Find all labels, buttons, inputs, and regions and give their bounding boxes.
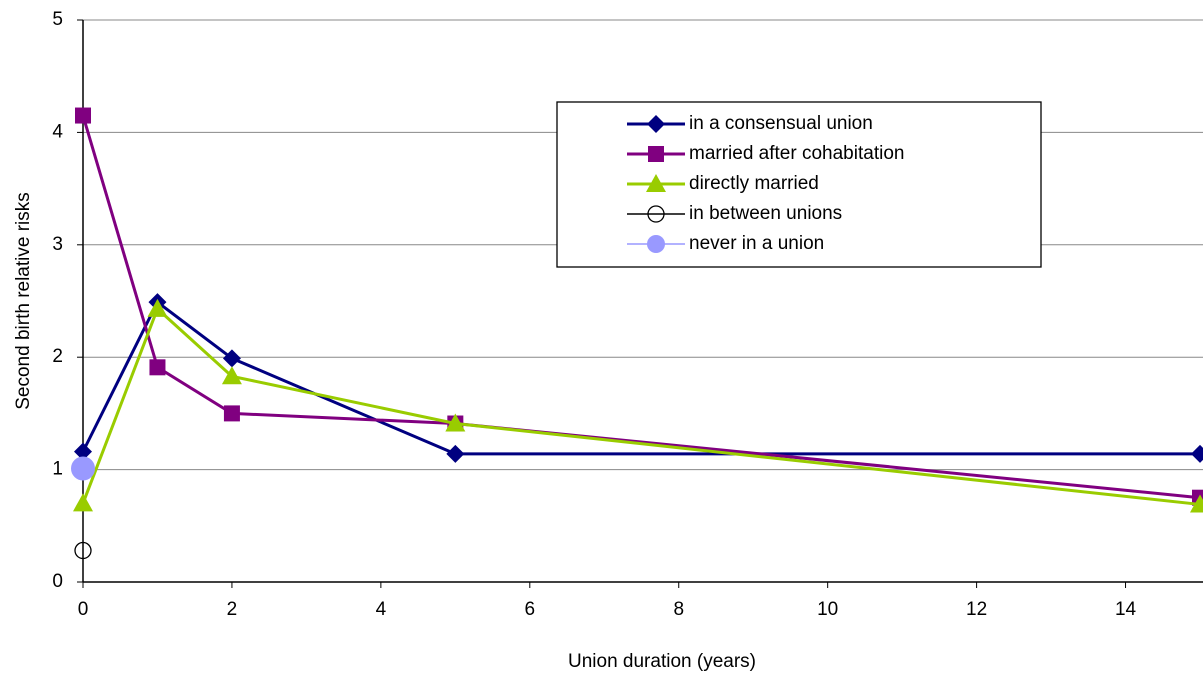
marker [1190,494,1203,513]
marker [1192,489,1203,506]
marker [221,366,242,385]
y-tick-label: 4 [52,121,63,142]
marker [75,107,91,124]
x-tick-label: 2 [227,599,238,620]
x-tick-label: 0 [78,599,89,620]
legend: in a consensual union married after cohab… [556,101,1042,268]
x-tick-label: 12 [966,599,987,620]
series-line [81,299,1200,456]
x-axis-label: Union duration (years) [568,651,756,672]
marker [74,442,92,461]
x-tick-label: 4 [376,599,387,620]
x-tick-label: 10 [817,599,838,620]
marker [222,349,241,368]
legend-marker [647,115,665,133]
marker [223,405,240,422]
marker [147,298,168,317]
x-tick-label: 8 [673,599,684,620]
marker [446,444,465,463]
marker [1191,444,1203,463]
legend-label: married after cohabitation [689,143,904,164]
y-tick-label: 3 [52,234,63,255]
y-tick-label: 5 [52,9,63,30]
legend-marker [647,235,665,253]
marker [71,456,95,481]
legend-marker [647,205,665,223]
legend-marker [648,146,664,162]
marker [149,359,166,376]
y-tick-label: 1 [52,459,63,480]
y-tick-label: 0 [52,571,63,592]
marker [73,493,93,512]
legend-label: in between unions [689,203,842,224]
legend-label: in a consensual union [689,113,873,134]
legend-marker [646,174,666,192]
legend-label: directly married [689,173,819,194]
legend-label: never in a union [689,233,824,254]
marker [445,413,466,432]
series-line [81,306,1201,506]
y-tick-label: 2 [52,346,63,367]
x-tick-label: 6 [525,599,536,620]
x-tick-label: 14 [1115,599,1137,620]
marker [74,541,92,560]
y-axis-label: Second birth relative risks [13,192,34,410]
